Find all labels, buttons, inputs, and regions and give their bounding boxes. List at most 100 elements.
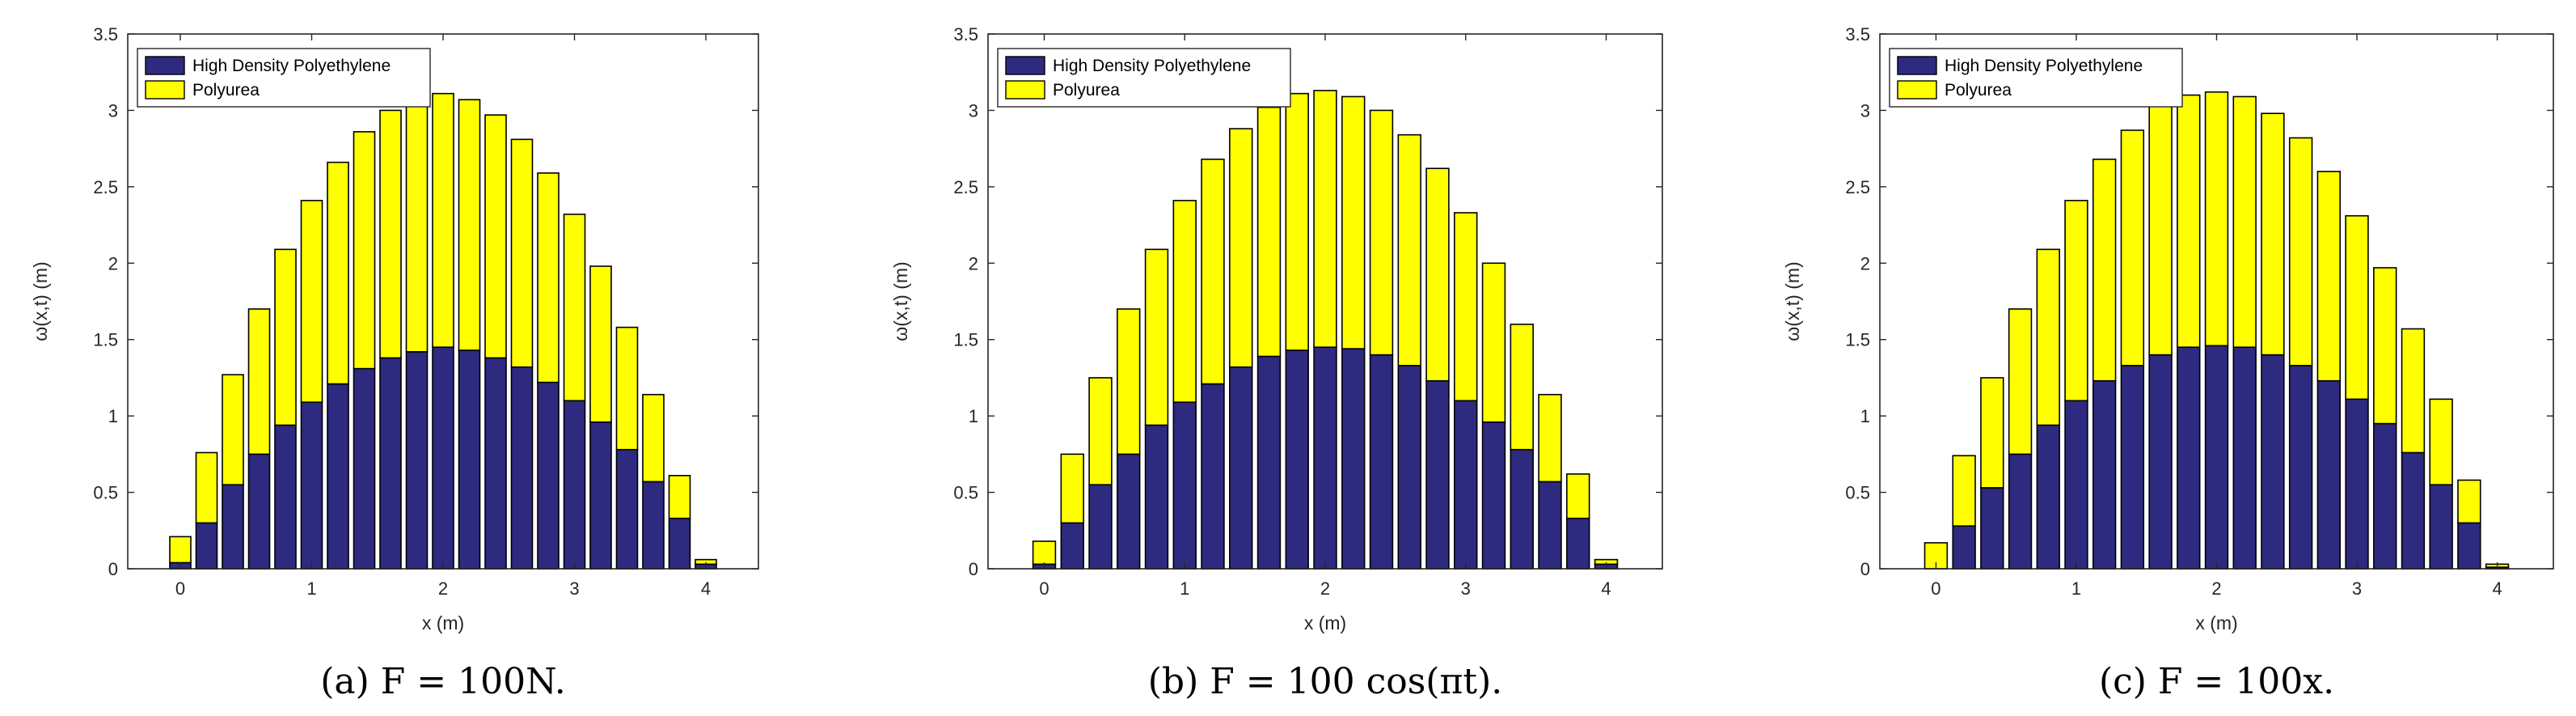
bar-polyurea (2177, 94, 2201, 348)
bar-hdpe (195, 522, 218, 570)
bar-polyurea (458, 99, 481, 351)
legend-swatch (1005, 80, 1045, 100)
bar-polyurea (1369, 109, 1394, 356)
bar-polyurea (1060, 453, 1084, 524)
y-axis-label: ω(x,t) (m) (1782, 261, 1803, 341)
bar-polyurea (195, 451, 218, 524)
bar-polyurea (2064, 200, 2088, 402)
bar-polyurea (1172, 200, 1197, 403)
bar-polyurea (1341, 95, 1366, 350)
bar-polyurea (1538, 393, 1562, 483)
x-tick-label: 0 (175, 578, 185, 599)
bar-hdpe (247, 453, 271, 570)
bar-hdpe (2092, 379, 2117, 570)
bar-hdpe (2008, 453, 2033, 570)
bar-polyurea (1117, 308, 1141, 455)
bar-hdpe (642, 481, 665, 570)
bar-polyurea (1454, 212, 1478, 402)
legend: High Density Polyethylene Polyurea (1889, 48, 2183, 108)
bar-polyurea (1144, 248, 1169, 426)
x-tick-label: 2 (438, 578, 448, 599)
bar-polyurea (1425, 167, 1450, 382)
legend-box (997, 48, 1291, 108)
bar-polyurea (615, 326, 639, 451)
bar-hdpe (1980, 487, 2004, 570)
bar-hdpe (1088, 484, 1113, 570)
bar-polyurea (247, 308, 271, 455)
bar-polyurea (274, 248, 297, 426)
y-tick-label: 0.5 (1845, 483, 1870, 503)
bar-polyurea (1088, 377, 1113, 485)
bar-hdpe (2288, 365, 2313, 570)
bar-polyurea (2204, 91, 2229, 347)
y-tick-label: 3 (969, 100, 978, 121)
legend-swatch (145, 80, 185, 100)
bar-hdpe (458, 350, 481, 570)
bar-hdpe (379, 357, 402, 570)
y-tick-label: 1 (1860, 406, 1870, 426)
y-tick-label: 2 (969, 253, 978, 273)
bar-polyurea (2401, 328, 2426, 454)
y-tick-label: 0 (1860, 559, 1870, 579)
bar-hdpe (2036, 424, 2060, 570)
bar-hdpe (1117, 453, 1141, 570)
bar-polyurea (2345, 214, 2369, 400)
legend-box (1889, 48, 2183, 108)
bar-polyurea (1032, 540, 1057, 566)
y-tick-label: 3.5 (953, 24, 978, 44)
bar-hdpe (2457, 522, 2481, 570)
x-axis-label: x (m) (2195, 612, 2237, 633)
bar-hdpe (2232, 346, 2257, 570)
y-tick-label: 2.5 (93, 177, 118, 197)
y-tick-label: 2 (1860, 253, 1870, 273)
bar-polyurea (2288, 137, 2313, 366)
x-axis-label: x (m) (1304, 612, 1346, 633)
bar-hdpe (589, 421, 612, 570)
legend-label: Polyurea (192, 81, 260, 100)
bar-polyurea (2457, 479, 2481, 524)
bar-polyurea (2373, 267, 2397, 425)
y-tick-label: 0.5 (953, 483, 978, 503)
bar-hdpe (1341, 348, 1366, 570)
bar-hdpe (2177, 346, 2201, 570)
y-tick-label: 3 (1860, 100, 1870, 121)
bar-polyurea (1952, 455, 1976, 527)
bar-hdpe (668, 517, 691, 570)
bar-polyurea (668, 474, 691, 519)
legend-swatch (1005, 56, 1045, 75)
bar-hdpe (563, 400, 586, 570)
legend-swatch (1897, 80, 1937, 100)
bar-hdpe (300, 401, 323, 570)
bar-polyurea (222, 374, 244, 485)
bar-hdpe (1144, 424, 1169, 570)
bar-hdpe (2148, 354, 2173, 570)
legend-label: High Density Polyethylene (1945, 57, 2143, 75)
bar-polyurea (484, 114, 507, 359)
bar-hdpe (405, 351, 429, 570)
y-tick-label: 0 (108, 559, 118, 579)
bar-hdpe (1285, 350, 1309, 570)
legend: High Density Polyethylene Polyurea (997, 48, 1291, 108)
bar-polyurea (563, 214, 586, 402)
y-tick-label: 2.5 (1845, 177, 1870, 197)
bar-polyurea (2008, 308, 2033, 455)
x-tick-label: 3 (569, 578, 579, 599)
bar-polyurea (300, 200, 323, 403)
legend-label: Polyurea (1945, 81, 2012, 100)
bar-hdpe (2064, 400, 2088, 570)
bar-polyurea (2148, 104, 2173, 356)
y-tick-label: 2.5 (953, 177, 978, 197)
bar-polyurea (1285, 92, 1309, 351)
bar-hdpe (1369, 354, 1394, 570)
x-tick-label: 3 (2352, 578, 2362, 599)
bar-polyurea (405, 97, 429, 353)
figure-caption: (b) F = 100 cos(πt). (1148, 661, 1502, 702)
x-tick-label: 4 (1601, 578, 1611, 599)
bar-polyurea (353, 131, 376, 370)
y-tick-label: 3.5 (1845, 24, 1870, 44)
bar-hdpe (2204, 345, 2229, 570)
bar-hdpe (2345, 398, 2369, 570)
y-axis-label: ω(x,t) (m) (890, 261, 911, 341)
bar-hdpe (1060, 522, 1084, 570)
